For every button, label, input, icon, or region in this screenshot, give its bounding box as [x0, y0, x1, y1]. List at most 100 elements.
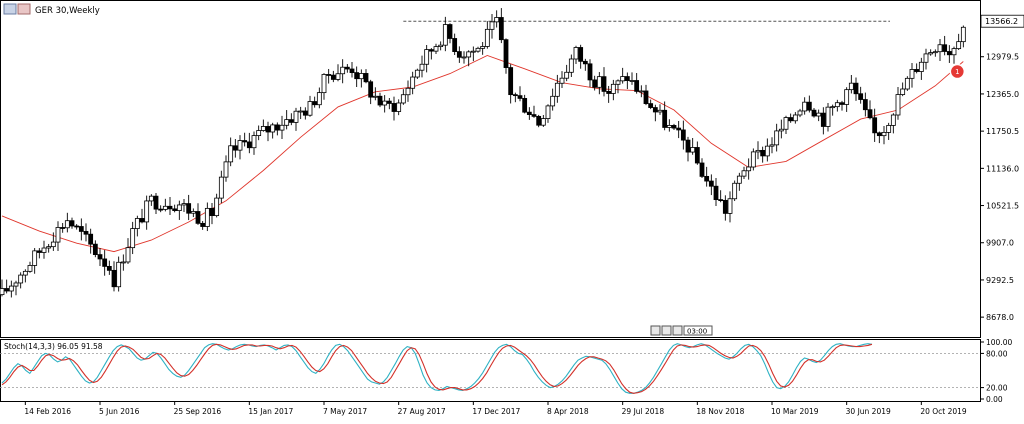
bullish-candle-body: [755, 149, 761, 153]
candle: [494, 10, 500, 28]
candle: [326, 68, 332, 84]
candle: [354, 66, 360, 87]
bearish-candle-body: [302, 110, 308, 116]
candle: [386, 97, 392, 110]
bearish-candle-body: [708, 180, 714, 187]
bullish-candle-body: [596, 76, 602, 88]
candle: [806, 95, 812, 113]
badge-circle[interactable]: [949, 63, 966, 80]
bullish-candle-body: [340, 66, 346, 75]
chart-type-icon[interactable]: [3, 3, 17, 15]
candle: [774, 123, 780, 152]
candle: [92, 240, 98, 258]
bearish-candle-body: [680, 129, 686, 141]
bullish-candle-body: [956, 41, 962, 50]
event-badge[interactable]: 1: [949, 63, 966, 80]
x-tick-label: 18 Nov 2018: [696, 407, 744, 416]
candle: [811, 108, 817, 118]
bearish-candle-body: [671, 125, 677, 129]
bullish-candle-body: [475, 47, 481, 52]
grid-icon[interactable]: [672, 325, 683, 336]
stoch-y-tick-label: 20.00: [986, 384, 1008, 393]
candle: [886, 122, 892, 140]
bearish-candle-body: [526, 111, 532, 115]
bullish-candle-body: [816, 112, 822, 117]
bullish-candle-body: [540, 118, 546, 126]
bearish-candle-body: [288, 119, 294, 123]
bearish-candle-body: [200, 222, 206, 227]
candle: [414, 68, 420, 80]
bullish-candle-body: [559, 77, 565, 84]
candle: [428, 48, 434, 60]
bullish-candle-body: [22, 270, 28, 276]
moving-average-line: [1, 55, 964, 253]
candle: [890, 113, 896, 134]
y-tick-label: 12365.0: [986, 90, 1019, 99]
candles-group: [0, 8, 966, 298]
bullish-candle-body: [251, 135, 257, 149]
bearish-candle-body: [69, 220, 75, 227]
bullish-candle-body: [573, 47, 579, 60]
candle: [400, 89, 406, 105]
candle: [862, 92, 868, 117]
bullish-candle-body: [825, 106, 831, 127]
candle: [74, 224, 80, 230]
candle: [498, 8, 504, 44]
bullish-candle-body: [890, 114, 896, 126]
scroll-left-icon[interactable]: [650, 325, 661, 336]
bearish-candle-body: [914, 69, 920, 72]
candle: [732, 180, 738, 202]
candle: [727, 191, 733, 223]
bullish-candle-body: [405, 87, 411, 96]
candle: [876, 131, 882, 144]
symbol-header: GER 30,Weekly: [3, 3, 100, 16]
bullish-candle-body: [307, 101, 313, 116]
symbol-title: GER 30,Weekly: [35, 6, 100, 16]
candle: [172, 204, 178, 213]
window-icon[interactable]: [17, 3, 31, 15]
candle: [36, 248, 42, 259]
candle: [64, 212, 70, 233]
candle: [349, 62, 355, 78]
bullish-candle-body: [797, 110, 803, 116]
candle: [186, 194, 192, 221]
bearish-candle-body: [111, 269, 117, 288]
candle: [293, 107, 299, 131]
bearish-candle-body: [386, 100, 392, 104]
bullish-candle-body: [550, 95, 556, 107]
bearish-candle-body: [946, 51, 952, 56]
candle: [27, 261, 33, 273]
candle: [284, 110, 290, 130]
candle: [578, 44, 584, 69]
candle: [223, 155, 229, 182]
bearish-candle-body: [456, 51, 462, 58]
bearish-candle-body: [578, 47, 584, 62]
bearish-candle-body: [508, 67, 514, 96]
candle: [321, 73, 327, 100]
bullish-candle-body: [545, 105, 551, 119]
candle: [372, 87, 378, 101]
candle: [18, 272, 24, 289]
candle: [914, 63, 920, 74]
bullish-candle-body: [568, 58, 574, 73]
bearish-candle-body: [713, 185, 719, 201]
candle: [918, 57, 924, 80]
bullish-candle-body: [736, 175, 742, 184]
candle: [755, 141, 761, 160]
candle: [564, 64, 570, 82]
candle: [713, 177, 719, 207]
bullish-candle-body: [125, 247, 131, 263]
candle: [13, 280, 19, 296]
candle: [484, 21, 490, 49]
bearish-candle-body: [587, 63, 593, 81]
scroll-end-icon[interactable]: [661, 325, 672, 336]
candle: [475, 46, 481, 53]
time-scroll-tag[interactable]: 03:00: [650, 325, 713, 336]
bearish-candle-body: [452, 38, 458, 52]
current-price-label: 13566.2: [985, 17, 1018, 26]
bearish-candle-body: [83, 231, 89, 235]
candle: [582, 58, 588, 71]
candle: [246, 132, 252, 154]
stoch-y-tick-label: 0.00: [986, 395, 1003, 404]
bullish-candle-body: [895, 94, 901, 116]
